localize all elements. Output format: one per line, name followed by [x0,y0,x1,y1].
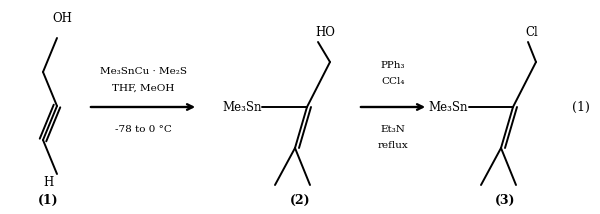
Text: HO: HO [315,25,335,39]
Text: Cl: Cl [525,25,538,39]
Text: (1): (1) [38,193,58,207]
Text: Me₃Sn: Me₃Sn [428,101,467,113]
Text: (2): (2) [290,193,310,207]
Text: Me₃Sn: Me₃Sn [222,101,262,113]
Text: Et₃N: Et₃N [380,125,406,135]
Text: CCl₄: CCl₄ [381,76,405,86]
Text: OH: OH [52,12,72,24]
Text: reflux: reflux [377,141,409,150]
Text: THF, MeOH: THF, MeOH [112,83,174,92]
Text: (1): (1) [572,101,590,113]
Text: -78 to 0 °C: -78 to 0 °C [115,125,172,135]
Text: H: H [43,175,53,189]
Text: Me₃SnCu · Me₂S: Me₃SnCu · Me₂S [100,67,187,76]
Text: (3): (3) [495,193,515,207]
Text: PPh₃: PPh₃ [381,61,405,70]
